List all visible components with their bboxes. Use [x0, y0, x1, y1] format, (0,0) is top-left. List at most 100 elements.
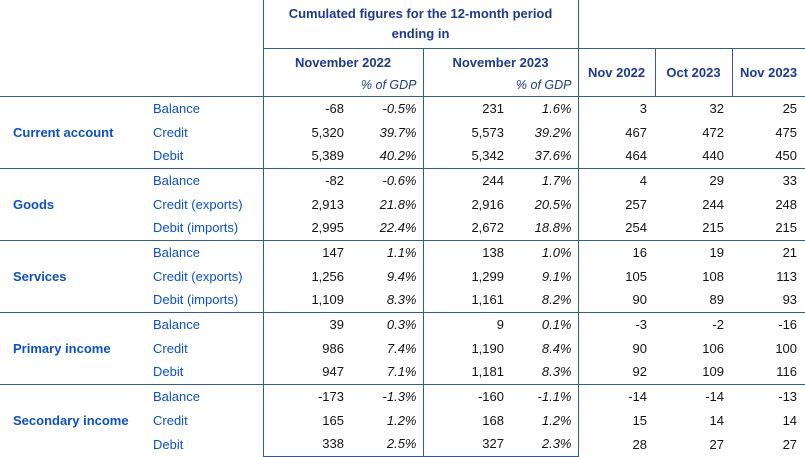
value-month-nov2023: -16: [732, 311, 805, 336]
value-month-oct2023: 106: [702, 340, 724, 356]
value-month-nov2022: 90: [577, 288, 655, 312]
value-nov2022-pct-gdp: -0.5%: [352, 95, 423, 120]
value-month-nov2022: 105: [577, 264, 655, 288]
value-month-nov2023: 14: [782, 412, 798, 428]
col-header-month-nov-2022: Nov 2022: [578, 48, 656, 97]
value-nov2023-pct-gdp: 8.2%: [541, 292, 572, 308]
header-row-columns: November 2022 % of GDP November 2023 % o…: [0, 48, 805, 97]
group-label: Goods: [0, 167, 150, 240]
value-month-oct2023: 108: [702, 268, 724, 284]
value-month-nov2023: 27: [782, 436, 798, 452]
value-month-nov2023: 116: [776, 364, 798, 380]
row-label: Credit (exports): [153, 196, 243, 212]
value-month-nov2022: 92: [577, 360, 655, 384]
value-nov2022-pct-gdp: 40.2%: [379, 148, 417, 164]
group-label: Primary income: [0, 311, 150, 384]
value-nov2023-pct-gdp: 20.5%: [534, 196, 572, 212]
col-header-november-2022: November 2022 % of GDP: [262, 48, 424, 97]
table-row: Credit (exports) 1,256 9.4% 1,299 9.1% 105 108…: [0, 264, 805, 288]
value-nov2023-12m: 5,573: [422, 120, 512, 144]
value-nov2023-pct-gdp: 18.8%: [534, 220, 572, 236]
table-row: Debit (imports) 1,109 8.3% 1,161 8.2% 90 89 93: [0, 288, 805, 312]
value-month-nov2023: 248: [775, 196, 798, 212]
group-label: Secondary income: [0, 383, 150, 456]
value-nov2022-pct-gdp: 1.2%: [386, 412, 417, 428]
header-spacer-right: [578, 0, 805, 49]
value-nov2023-12m: 244: [422, 167, 512, 192]
value-month-nov2022: 254: [577, 216, 655, 240]
value-month-oct2023: 472: [702, 124, 724, 140]
value-nov2022-pct-gdp: 39.7%: [379, 124, 417, 140]
row-label: Balance: [150, 239, 263, 264]
value-month-nov2022: 257: [577, 192, 655, 216]
value-nov2022-12m: 147: [262, 239, 352, 264]
value-nov2023-pct-gdp: 8.3%: [541, 364, 572, 380]
col-header-month-nov-2023: Nov 2023: [732, 48, 805, 97]
value-nov2023-pct-gdp: 39.2%: [534, 124, 572, 140]
value-month-oct2023: 89: [709, 292, 724, 308]
value-nov2023-12m: 138: [422, 239, 512, 264]
row-label: Balance: [150, 383, 263, 408]
value-nov2022-pct-gdp: 22.4%: [379, 220, 417, 236]
row-label: Balance: [150, 95, 263, 120]
value-month-nov2022: 28: [577, 432, 655, 456]
table-row: Debit 947 7.1% 1,181 8.3% 92 109 116: [0, 360, 805, 384]
value-nov2023-12m: 1,161: [422, 288, 512, 312]
value-month-nov2022: 16: [577, 239, 655, 264]
value-month-nov2023: 25: [732, 95, 805, 120]
value-month-nov2022: 464: [577, 144, 655, 168]
value-nov2022-12m: -82: [262, 167, 352, 192]
value-month-oct2023: -14: [655, 383, 732, 408]
row-label: Debit (imports): [153, 220, 239, 236]
value-nov2022-pct-gdp: 1.1%: [352, 239, 423, 264]
value-month-nov2023: 215: [775, 220, 798, 236]
november-2022-gdp-label: % of GDP: [360, 77, 417, 92]
value-nov2023-12m: 9: [422, 311, 512, 336]
value-month-oct2023: 19: [655, 239, 732, 264]
cumulated-period-header-text: Cumulated figures for the 12-month perio…: [288, 6, 553, 41]
value-nov2023-pct-gdp: 8.4%: [541, 340, 572, 356]
value-nov2022-pct-gdp: -0.6%: [352, 167, 423, 192]
value-month-nov2023: -13: [732, 383, 805, 408]
value-nov2022-pct-gdp: 7.4%: [386, 340, 417, 356]
value-nov2023-12m: 231: [422, 95, 512, 120]
value-month-nov2022: -3: [577, 311, 655, 336]
table-row: Secondary income Balance -173 -1.3% -160 -1.1…: [0, 383, 805, 456]
group-label: Services: [0, 239, 150, 312]
value-nov2023-pct-gdp: 0.1%: [512, 311, 578, 336]
row-label: Debit: [153, 148, 184, 164]
value-nov2022-pct-gdp: -1.3%: [352, 383, 423, 408]
table-row: Debit 338 2.5% 327 2.3% 28 27 27: [0, 432, 805, 457]
value-month-nov2022: 467: [577, 120, 655, 144]
row-label: Balance: [150, 311, 263, 336]
value-nov2023-pct-gdp: 2.3%: [512, 432, 578, 457]
value-nov2022-pct-gdp: 2.5%: [352, 432, 423, 457]
value-month-oct2023: -2: [655, 311, 732, 336]
value-nov2023-12m: 1,181: [422, 360, 512, 384]
value-nov2023-12m: 327: [422, 432, 512, 457]
value-nov2022-pct-gdp: 0.3%: [352, 311, 423, 336]
table-row: Credit 5,320 39.7% 5,573 39.2% 467 472 475: [0, 120, 805, 144]
row-label: Debit: [153, 364, 184, 380]
table-row: Debit 5,389 40.2% 5,342 37.6% 464 440 450: [0, 144, 805, 168]
table-row: Primary income Balance 39 0.3% 9 0.1% -3 -2 -16: [0, 311, 805, 384]
value-nov2022-12m: 39: [262, 311, 352, 336]
value-nov2023-12m: 2,672: [422, 216, 512, 240]
value-nov2022-12m: -173: [262, 383, 352, 408]
value-month-oct2023: 29: [655, 167, 732, 192]
value-month-nov2022: 90: [577, 336, 655, 360]
row-label: Credit: [153, 340, 188, 356]
value-month-nov2023: 113: [776, 268, 798, 284]
value-nov2023-pct-gdp: 1.0%: [512, 239, 578, 264]
november-2023-gdp-label: % of GDP: [515, 77, 572, 92]
value-month-nov2023: 475: [775, 124, 798, 140]
value-nov2022-12m: 1,256: [262, 264, 352, 288]
value-month-nov2023: 33: [732, 167, 805, 192]
value-nov2023-pct-gdp: 37.6%: [534, 148, 572, 164]
value-nov2022-12m: 165: [262, 408, 352, 432]
value-nov2023-12m: 1,299: [422, 264, 512, 288]
value-nov2022-12m: 5,320: [262, 120, 352, 144]
value-month-nov2023: 450: [775, 148, 798, 164]
table-row: Credit 986 7.4% 1,190 8.4% 90 106 100: [0, 336, 805, 360]
